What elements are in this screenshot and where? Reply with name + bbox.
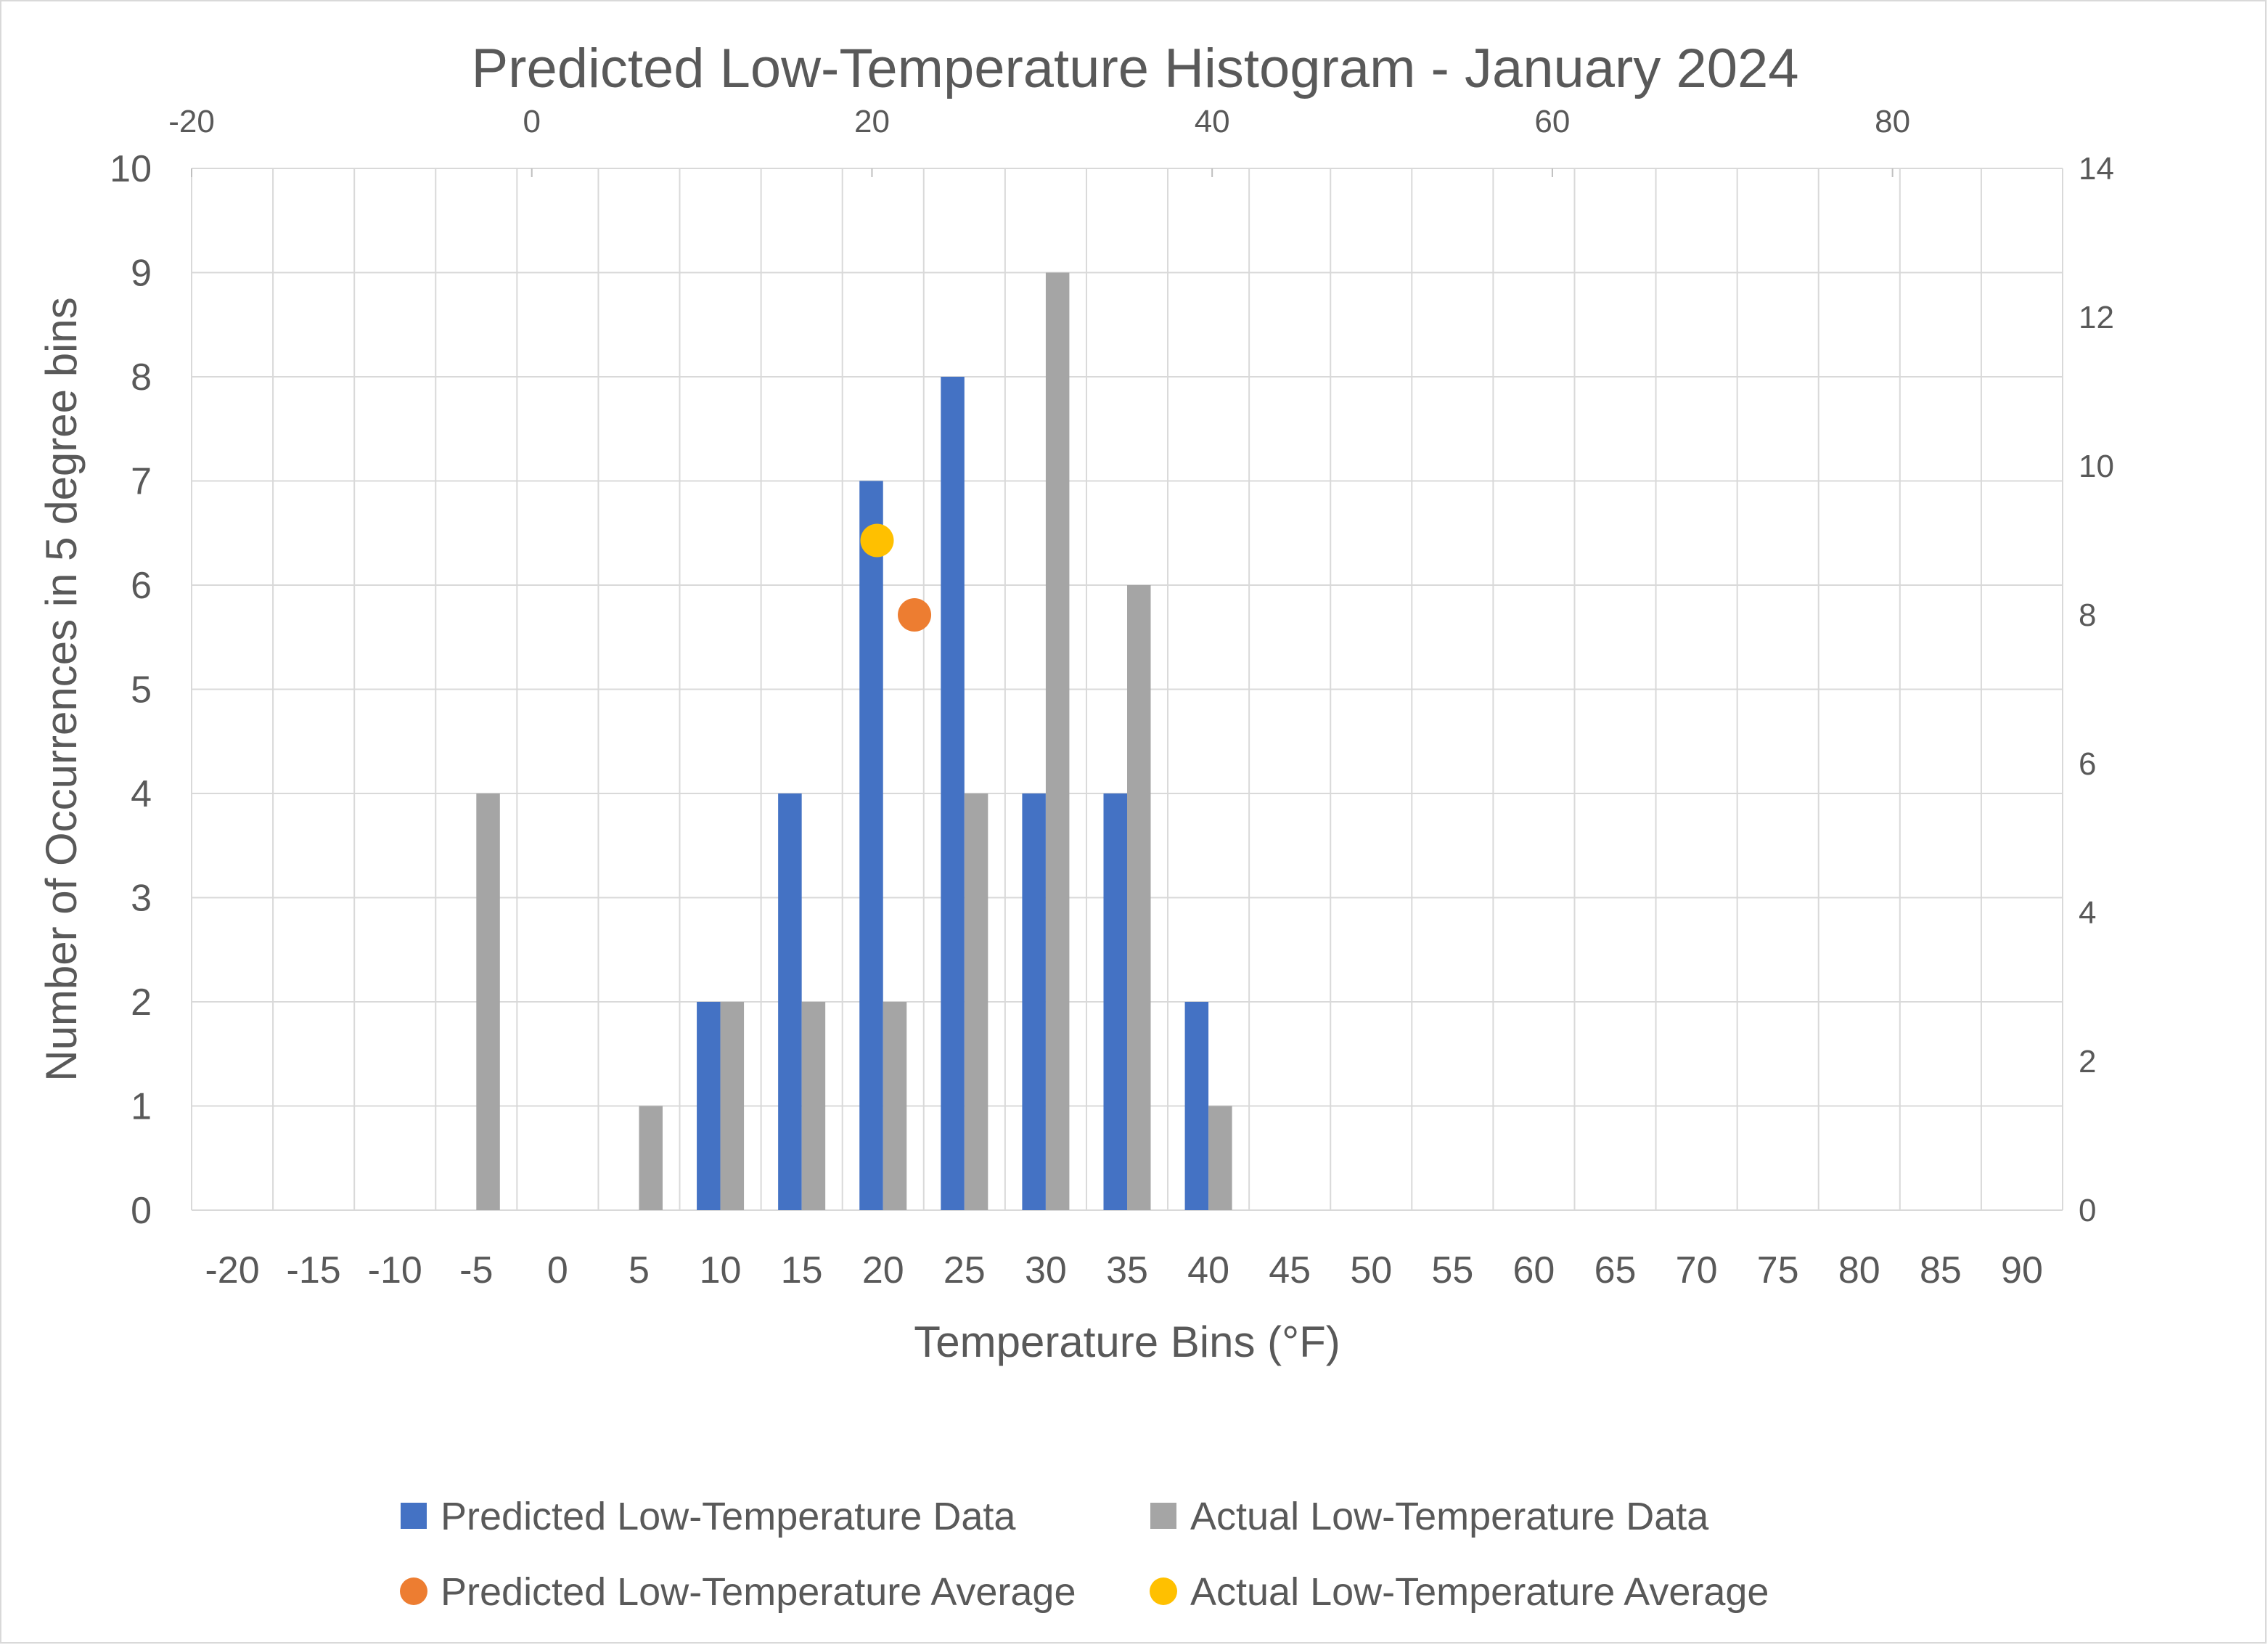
legend-predicted-average-swatch: [400, 1577, 427, 1605]
y2-tick-label: 4: [2079, 895, 2096, 931]
y2-tick-label: 2: [2079, 1044, 2096, 1079]
x-tick-label: 80: [1838, 1249, 1880, 1291]
y-tick-label: 5: [131, 669, 152, 711]
x-tick-label: 85: [1920, 1249, 1962, 1291]
x-tick-label: 40: [1187, 1249, 1229, 1291]
y2-tick-label: 14: [2079, 151, 2114, 187]
x-tick-label: -5: [459, 1249, 493, 1291]
x-tick-label: -20: [205, 1249, 259, 1291]
legend-predicted-data-swatch: [401, 1503, 427, 1529]
legend-actual-average-swatch: [1150, 1577, 1177, 1605]
x2-tick-label: 40: [1195, 104, 1230, 139]
bar-actual--5: [476, 793, 500, 1210]
bar-predicted-25: [941, 377, 965, 1210]
bar-actual-40: [1208, 1106, 1232, 1210]
legend-actual-average-label: Actual Low-Temperature Average: [1190, 1570, 1769, 1614]
x-tick-label: 65: [1594, 1249, 1637, 1291]
x-tick-label: 55: [1431, 1249, 1473, 1291]
bar-actual-25: [964, 793, 988, 1210]
bar-actual-35: [1127, 585, 1151, 1210]
x-tick-label: -10: [368, 1249, 422, 1291]
legend-predicted-data-label: Predicted Low-Temperature Data: [441, 1495, 1016, 1538]
y2-tick-label: 8: [2079, 597, 2096, 633]
x-tick-label: 75: [1757, 1249, 1799, 1291]
bar-predicted-40: [1184, 1002, 1209, 1210]
y-tick-label: 0: [131, 1190, 152, 1232]
y-tick-label: 2: [131, 981, 152, 1024]
x-tick-label: 70: [1676, 1249, 1718, 1291]
x2-tick-label: -20: [168, 104, 215, 139]
bar-actual-30: [1045, 272, 1070, 1210]
bar-predicted-30: [1022, 793, 1046, 1210]
x-tick-label: -15: [287, 1249, 341, 1291]
y-tick-label: 8: [131, 356, 152, 399]
y-tick-label: 9: [131, 253, 152, 295]
predicted-average-point: [898, 598, 932, 632]
x-tick-label: 60: [1513, 1249, 1555, 1291]
x-tick-label: 45: [1269, 1249, 1311, 1291]
x-tick-label: 5: [629, 1249, 650, 1291]
x-tick-label: 20: [862, 1249, 904, 1291]
x-tick-label: 0: [547, 1249, 568, 1291]
y-axis-title: Number of Occurrences in 5 degree bins: [37, 297, 86, 1082]
x-tick-label: 50: [1350, 1249, 1392, 1291]
legend-predicted-average-label: Predicted Low-Temperature Average: [441, 1570, 1076, 1614]
bar-actual-5: [639, 1106, 663, 1210]
x-tick-label: 15: [781, 1249, 823, 1291]
y-tick-label: 10: [110, 148, 152, 190]
y2-tick-label: 0: [2079, 1193, 2096, 1228]
legend-actual-data-swatch: [1150, 1503, 1176, 1529]
x-tick-label: 10: [700, 1249, 742, 1291]
bar-predicted-15: [778, 793, 802, 1210]
bar-actual-10: [720, 1002, 745, 1210]
x-tick-label: 25: [943, 1249, 986, 1291]
legend-actual-data-label: Actual Low-Temperature Data: [1190, 1495, 1709, 1538]
x-tick-label: 90: [2001, 1249, 2043, 1291]
x2-tick-label: 60: [1534, 104, 1570, 139]
x2-tick-label: 80: [1875, 104, 1910, 139]
actual-average-point: [860, 523, 894, 558]
y-tick-label: 6: [131, 565, 152, 607]
chart-title: Predicted Low-Temperature Histogram - Ja…: [471, 38, 1798, 99]
y2-tick-label: 12: [2079, 300, 2114, 335]
x2-tick-label: 20: [854, 104, 890, 139]
y2-tick-label: 10: [2079, 449, 2114, 484]
bar-predicted-20: [859, 481, 883, 1210]
y2-tick-label: 6: [2079, 746, 2096, 782]
y-tick-label: 1: [131, 1086, 152, 1128]
y-tick-label: 4: [131, 773, 152, 815]
x-tick-label: 35: [1106, 1249, 1148, 1291]
bar-predicted-35: [1103, 793, 1127, 1210]
x-tick-label: 30: [1025, 1249, 1067, 1291]
bar-predicted-10: [697, 1002, 721, 1210]
bar-actual-15: [801, 1002, 826, 1210]
y-tick-label: 7: [131, 461, 152, 503]
y-tick-label: 3: [131, 878, 152, 920]
bar-actual-20: [883, 1002, 907, 1210]
x2-tick-label: 0: [523, 104, 540, 139]
x-axis-title: Temperature Bins (°F): [914, 1318, 1340, 1366]
